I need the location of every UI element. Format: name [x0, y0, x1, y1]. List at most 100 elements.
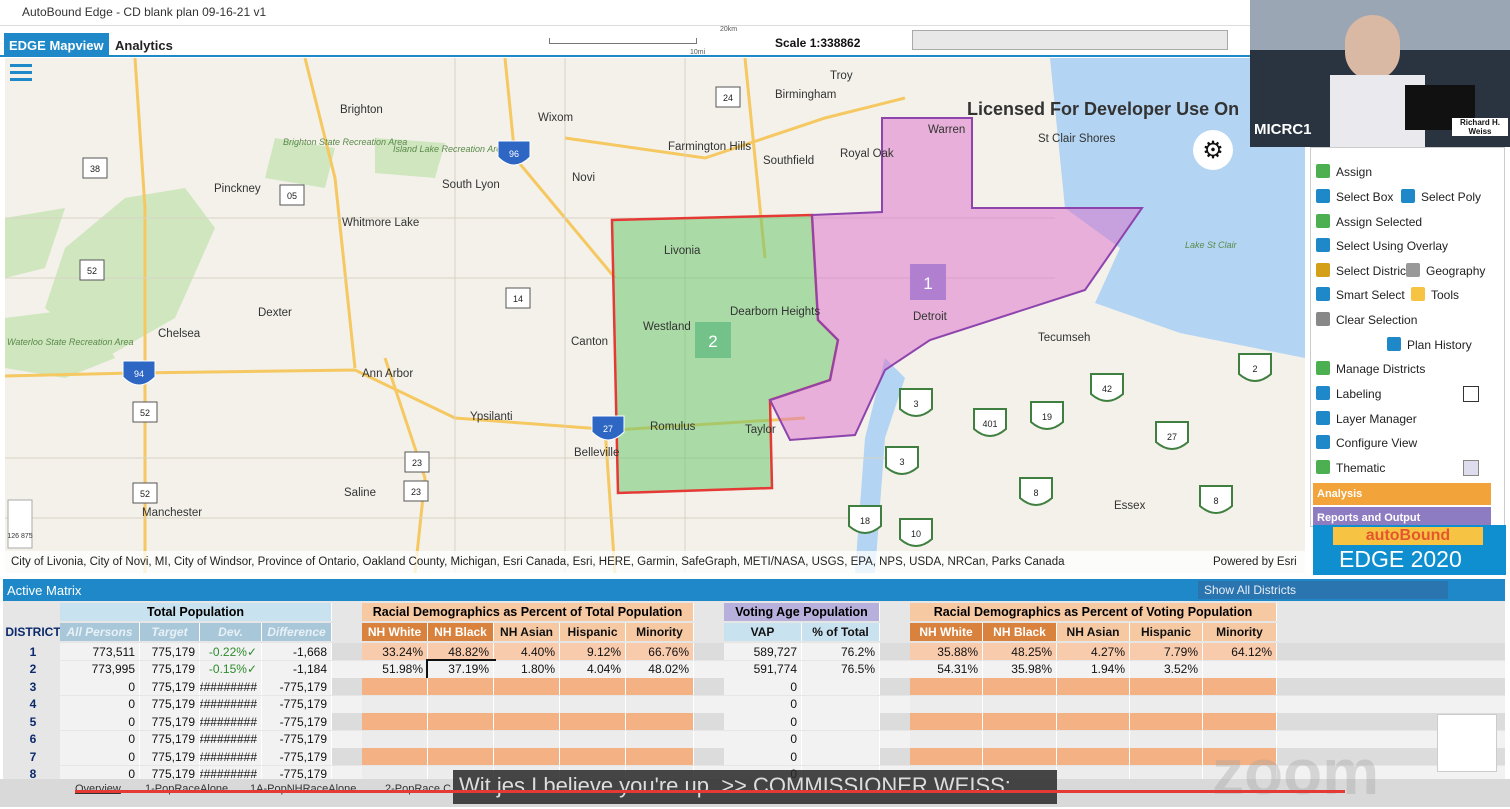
tool-button[interactable]: Select District	[1336, 264, 1410, 278]
place-label: Whitmore Lake	[342, 217, 419, 229]
tool-icon	[1316, 411, 1330, 425]
place-label: Novi	[572, 172, 595, 184]
table-cell	[428, 713, 494, 730]
tool-button[interactable]: Plan History	[1407, 338, 1472, 352]
video-person	[1345, 15, 1400, 80]
sheet-tab[interactable]: Overview	[75, 783, 121, 795]
sheet-tab[interactable]: 1-PopRaceAlone	[145, 783, 229, 795]
tab[interactable]: EDGE Mapview	[4, 33, 109, 57]
row-header: 6	[5, 730, 62, 748]
column-header: NH Asian	[1057, 623, 1130, 641]
place-label: Brighton	[340, 104, 383, 116]
table-cell: 7.79%	[1130, 643, 1203, 660]
place-label: Waterloo State Recreation Area	[7, 337, 134, 347]
road	[603, 427, 617, 573]
shield-label: 3	[913, 399, 918, 409]
sheet-tab[interactable]: 2-PopRace C	[385, 783, 452, 795]
table-cell: 775,179	[140, 643, 200, 660]
section-header[interactable]: Analysis	[1313, 483, 1491, 505]
place-label: Detroit	[913, 311, 948, 323]
table-cell	[362, 695, 428, 713]
column-header: % of Total	[802, 623, 880, 641]
shield-label: 05	[287, 191, 297, 201]
table-cell: 591,774	[724, 660, 802, 678]
table-cell	[802, 678, 880, 695]
table-cell: 0	[724, 695, 802, 713]
tool-button[interactable]: Thematic	[1336, 461, 1386, 475]
tool-button[interactable]: Select Poly	[1421, 190, 1482, 204]
table-cell	[494, 748, 560, 765]
route-shield	[1199, 485, 1233, 514]
menu-icon[interactable]	[10, 64, 32, 81]
table-cell: -0.22%✓	[200, 643, 262, 660]
place-label: Livonia	[664, 245, 701, 257]
place-label: Westland	[643, 321, 691, 333]
table-cell: 0	[60, 695, 140, 713]
tool-button[interactable]: Assign	[1336, 165, 1373, 179]
table-cell	[983, 730, 1057, 748]
park	[265, 138, 335, 188]
interstate-shield	[497, 140, 531, 166]
table-cell	[560, 678, 626, 695]
table-cell	[1057, 765, 1130, 783]
shield-label: 52	[140, 489, 150, 499]
legend-widget[interactable]	[7, 499, 33, 549]
table-cell	[560, 730, 626, 748]
table-cell: 66.76%	[626, 643, 694, 660]
district-filter[interactable]: Show All Districts	[1198, 581, 1448, 599]
district-label: 1	[923, 274, 932, 293]
table-cell	[626, 713, 694, 730]
table-cell: 775,179	[140, 713, 200, 730]
table-cell	[428, 730, 494, 748]
table-cell: 9.12%	[560, 643, 626, 660]
tool-button[interactable]: Tools	[1431, 288, 1460, 302]
table-cell	[560, 748, 626, 765]
table-cell: 0	[60, 748, 140, 765]
table-cell: -0.15%✓	[200, 660, 262, 678]
tool-button[interactable]: Configure View	[1336, 436, 1418, 450]
tab[interactable]: Analytics	[115, 38, 173, 53]
place-label: Island Lake Recreation Area	[393, 144, 506, 154]
table-cell: 775,179	[140, 765, 200, 783]
place-label: Dearborn Heights	[730, 306, 820, 318]
map: 1 2 Licensed For Developer Use On ⚙ 126 …	[5, 58, 1305, 573]
column-header: NH Asian	[494, 623, 560, 641]
matrix-title: Active Matrix	[7, 583, 82, 598]
tool-button[interactable]: Geography	[1426, 264, 1486, 278]
tool-icon	[1316, 238, 1330, 252]
tool-button[interactable]: Select Box	[1336, 190, 1394, 204]
section-header[interactable]: Reports and Output	[1313, 507, 1491, 529]
route-shield	[848, 505, 882, 534]
table-cell	[362, 748, 428, 765]
table-cell	[494, 713, 560, 730]
tool-button[interactable]: Smart Select	[1336, 288, 1405, 302]
place-label: Manchester	[142, 507, 202, 519]
tool-icon	[1316, 263, 1330, 277]
route-shield	[885, 446, 919, 475]
settings-button[interactable]	[1193, 130, 1233, 170]
table-cell: 0	[724, 730, 802, 748]
table-cell: 0	[60, 730, 140, 748]
sheet-tab[interactable]: 1A-PopNHRaceAlone	[250, 783, 357, 795]
tool-icon	[1316, 312, 1330, 326]
district-label-box	[695, 322, 731, 358]
column-header: Minority	[1203, 623, 1277, 641]
route-shield	[403, 480, 429, 502]
tool-button[interactable]: Select Using Overlay	[1336, 239, 1449, 253]
table-cell: -1,668	[262, 643, 332, 660]
row-header: 1	[5, 643, 62, 660]
table-cell: 0	[60, 713, 140, 730]
table-cell: 54.31%	[910, 660, 983, 678]
tool-button[interactable]: Assign Selected	[1336, 215, 1423, 229]
park	[375, 138, 445, 178]
district-1[interactable]	[768, 117, 1144, 442]
tool-button[interactable]: Clear Selection	[1336, 313, 1418, 327]
place-label: Ypsilanti	[470, 411, 513, 423]
tool-button[interactable]: Labeling	[1336, 387, 1382, 401]
tool-button[interactable]: Layer Manager	[1336, 412, 1417, 426]
table-cell: 4.40%	[494, 643, 560, 660]
table-cell	[1203, 730, 1277, 748]
tool-button[interactable]: Manage Districts	[1336, 362, 1426, 376]
place-label: Canton	[571, 336, 608, 348]
table-cell	[910, 713, 983, 730]
